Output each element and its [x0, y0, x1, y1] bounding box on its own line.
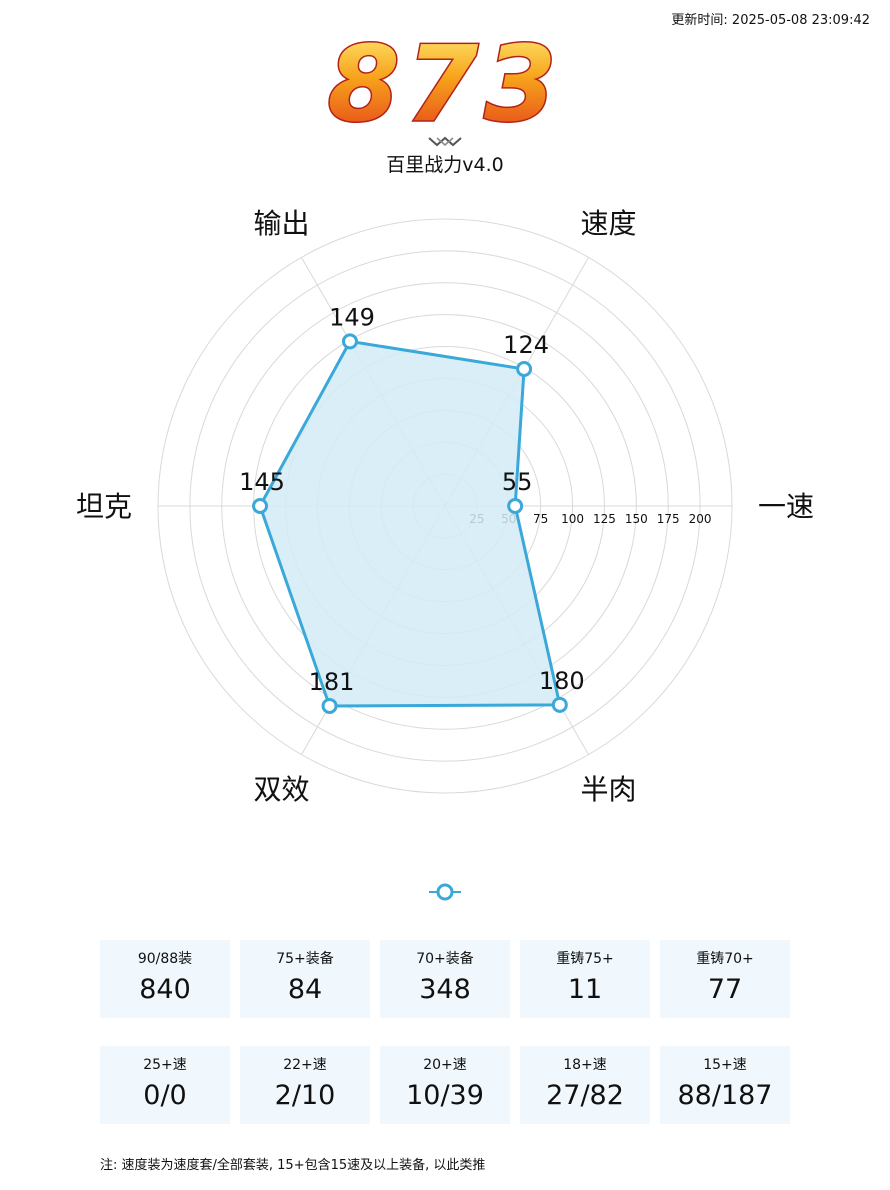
stat-label: 70+装备 [416, 951, 474, 967]
data-point [551, 696, 568, 713]
data-point [516, 361, 533, 378]
data-label: 181 [309, 668, 355, 696]
stat-label: 重铸70+ [696, 951, 754, 967]
stat-card: 重铸70+ 77 [660, 940, 790, 1018]
stat-value: 77 [707, 974, 743, 1005]
axis-label: 输出 [253, 207, 309, 240]
tick-label: 125 [593, 512, 616, 526]
stat-card: 20+速 10/39 [380, 1046, 510, 1124]
axis-label: 半肉 [580, 773, 636, 806]
axis-label: 速度 [580, 207, 636, 240]
stat-card: 70+装备 348 [380, 940, 510, 1018]
stat-card: 75+装备 84 [240, 940, 370, 1018]
stat-value: 84 [287, 974, 323, 1005]
data-label: 149 [329, 303, 375, 331]
axis-label: 坦克 [76, 490, 132, 523]
stat-card: 重铸75+ 11 [520, 940, 650, 1018]
stat-value: 840 [139, 974, 191, 1005]
data-area [258, 339, 562, 708]
tick-label: 150 [625, 512, 648, 526]
score-graphic: 873 [250, 22, 640, 147]
ornament-icon [428, 136, 462, 147]
stat-value: 27/82 [546, 1080, 624, 1111]
tick-label: 200 [689, 512, 712, 526]
indicator-dot-icon [429, 883, 461, 901]
data-point [341, 333, 358, 350]
tick-label: 100 [561, 512, 584, 526]
axis-label: 一速 [758, 490, 814, 523]
update-time: 更新时间: 2025-05-08 23:09:42 [671, 13, 870, 28]
stat-value: 348 [419, 974, 471, 1005]
stat-label: 18+速 [563, 1057, 607, 1073]
data-point [321, 697, 338, 714]
data-label: 145 [239, 468, 285, 496]
stat-label: 90/88装 [137, 951, 193, 967]
radar-chart: 25507510012515017520055124149145181180一速… [76, 207, 814, 806]
data-label: 55 [502, 468, 533, 496]
stat-value: 2/10 [274, 1080, 336, 1111]
stat-value: 88/187 [677, 1080, 773, 1111]
data-label: 124 [503, 331, 549, 359]
stat-label: 22+速 [283, 1057, 327, 1073]
data-point [252, 498, 269, 514]
data-label: 180 [539, 667, 585, 695]
axis-label: 双效 [253, 773, 309, 806]
stat-card: 90/88装 840 [100, 940, 230, 1018]
stat-value: 0/0 [143, 1080, 187, 1111]
stat-card: 18+速 27/82 [520, 1046, 650, 1124]
stat-label: 75+装备 [276, 951, 334, 967]
footnote: 注: 速度装为速度套/全部套装, 15+包含15速及以上装备, 以此类推 [100, 1158, 486, 1173]
stat-card: 22+速 2/10 [240, 1046, 370, 1124]
chart-subtitle: 百里战力v4.0 [386, 154, 504, 176]
stat-card: 25+速 0/0 [100, 1046, 230, 1124]
stat-label: 25+速 [143, 1057, 187, 1073]
tick-label: 175 [657, 512, 680, 526]
data-point [507, 498, 524, 514]
stat-label: 重铸75+ [556, 951, 614, 967]
stat-label: 20+速 [423, 1057, 467, 1073]
stats-grid: 90/88装 840 75+装备 84 70+装备 348 重铸75+ 11 重铸70+… [100, 940, 792, 1124]
stat-label: 15+速 [703, 1057, 747, 1073]
stat-value: 11 [567, 974, 603, 1005]
score-banner: 873 [0, 22, 890, 147]
score-value: 873 [327, 23, 562, 145]
stat-value: 10/39 [406, 1080, 484, 1111]
tick-label: 75 [533, 512, 548, 526]
stat-card: 15+速 88/187 [660, 1046, 790, 1124]
